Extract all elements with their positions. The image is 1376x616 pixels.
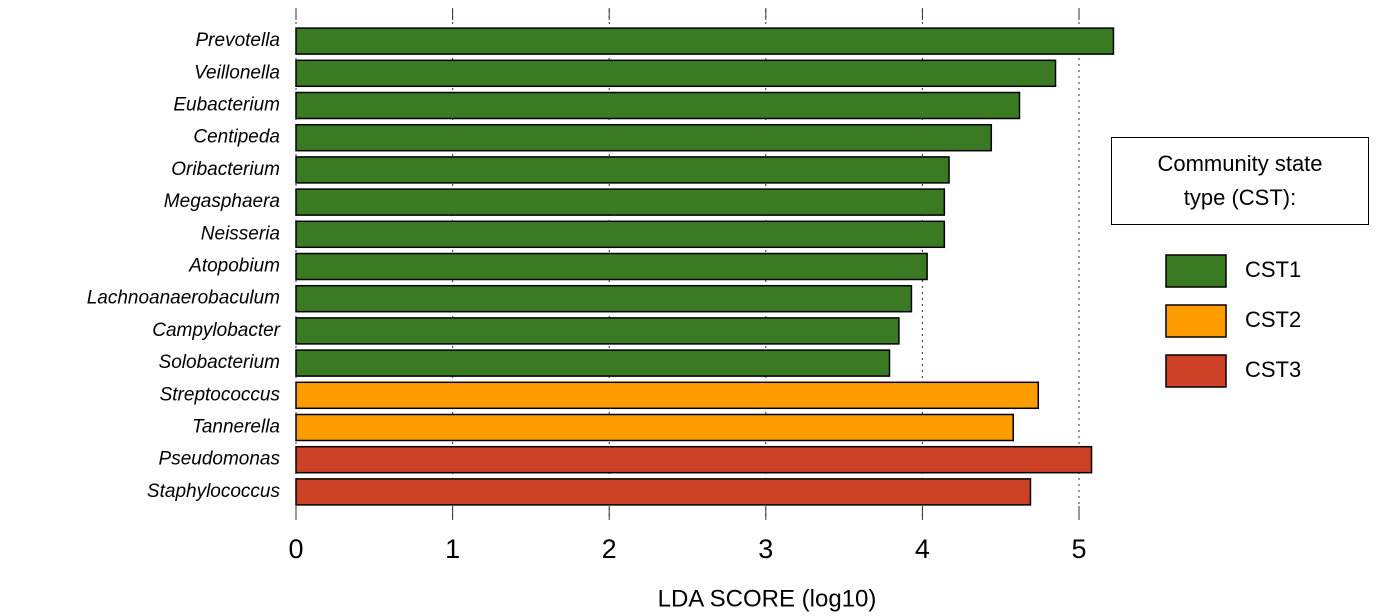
bar (295, 349, 891, 377)
y-tick-label: Prevotella (196, 30, 281, 51)
legend-swatch (1165, 354, 1227, 388)
legend-label: CST2 (1245, 307, 1301, 332)
bar (295, 284, 913, 313)
y-tick-label: Campylobacter (152, 320, 280, 341)
bar (295, 445, 1093, 474)
bar (295, 188, 946, 216)
y-tick-label: Megasphaera (164, 191, 280, 212)
bar (295, 413, 1014, 442)
bar (295, 381, 1040, 410)
x-tick-label: 3 (758, 534, 773, 564)
y-tick-label: Eubacterium (173, 95, 280, 116)
x-tick-label: 4 (915, 534, 930, 564)
bar (295, 123, 993, 152)
y-tick-label: Centipeda (193, 127, 280, 148)
legend-swatch (1165, 304, 1227, 338)
legend-swatch (1165, 254, 1227, 288)
x-tick-label: 2 (602, 534, 617, 564)
bar (295, 317, 900, 345)
y-tick-label: Pseudomonas (159, 449, 281, 470)
y-tick-label: Oribacterium (171, 159, 280, 180)
y-tick-label: Staphylococcus (147, 481, 281, 502)
bar (295, 252, 928, 281)
y-tick-label: Neisseria (201, 223, 280, 244)
bar (295, 478, 1032, 506)
bar (295, 27, 1115, 55)
y-tick-label: Tannerella (192, 417, 280, 438)
x-tick-label: 1 (445, 534, 460, 564)
y-tick-label: Lachnoanaerobaculum (87, 288, 280, 309)
legend-label: CST3 (1245, 357, 1301, 382)
legend-title: Community state type (CST): (1111, 137, 1369, 225)
bar (295, 59, 1057, 88)
y-tick-label: Streptococcus (160, 384, 281, 405)
y-tick-label: Veillonella (194, 62, 280, 83)
y-tick-label: Atopobium (188, 256, 280, 277)
x-axis-label: LDA SCORE (log10) (658, 585, 877, 612)
legend-label: CST1 (1245, 257, 1301, 282)
bar (295, 220, 946, 249)
bar (295, 91, 1021, 120)
x-tick-label: 0 (288, 534, 303, 564)
y-tick-label: Solobacterium (159, 352, 280, 373)
x-tick-label: 5 (1071, 534, 1086, 564)
bar (295, 156, 950, 184)
